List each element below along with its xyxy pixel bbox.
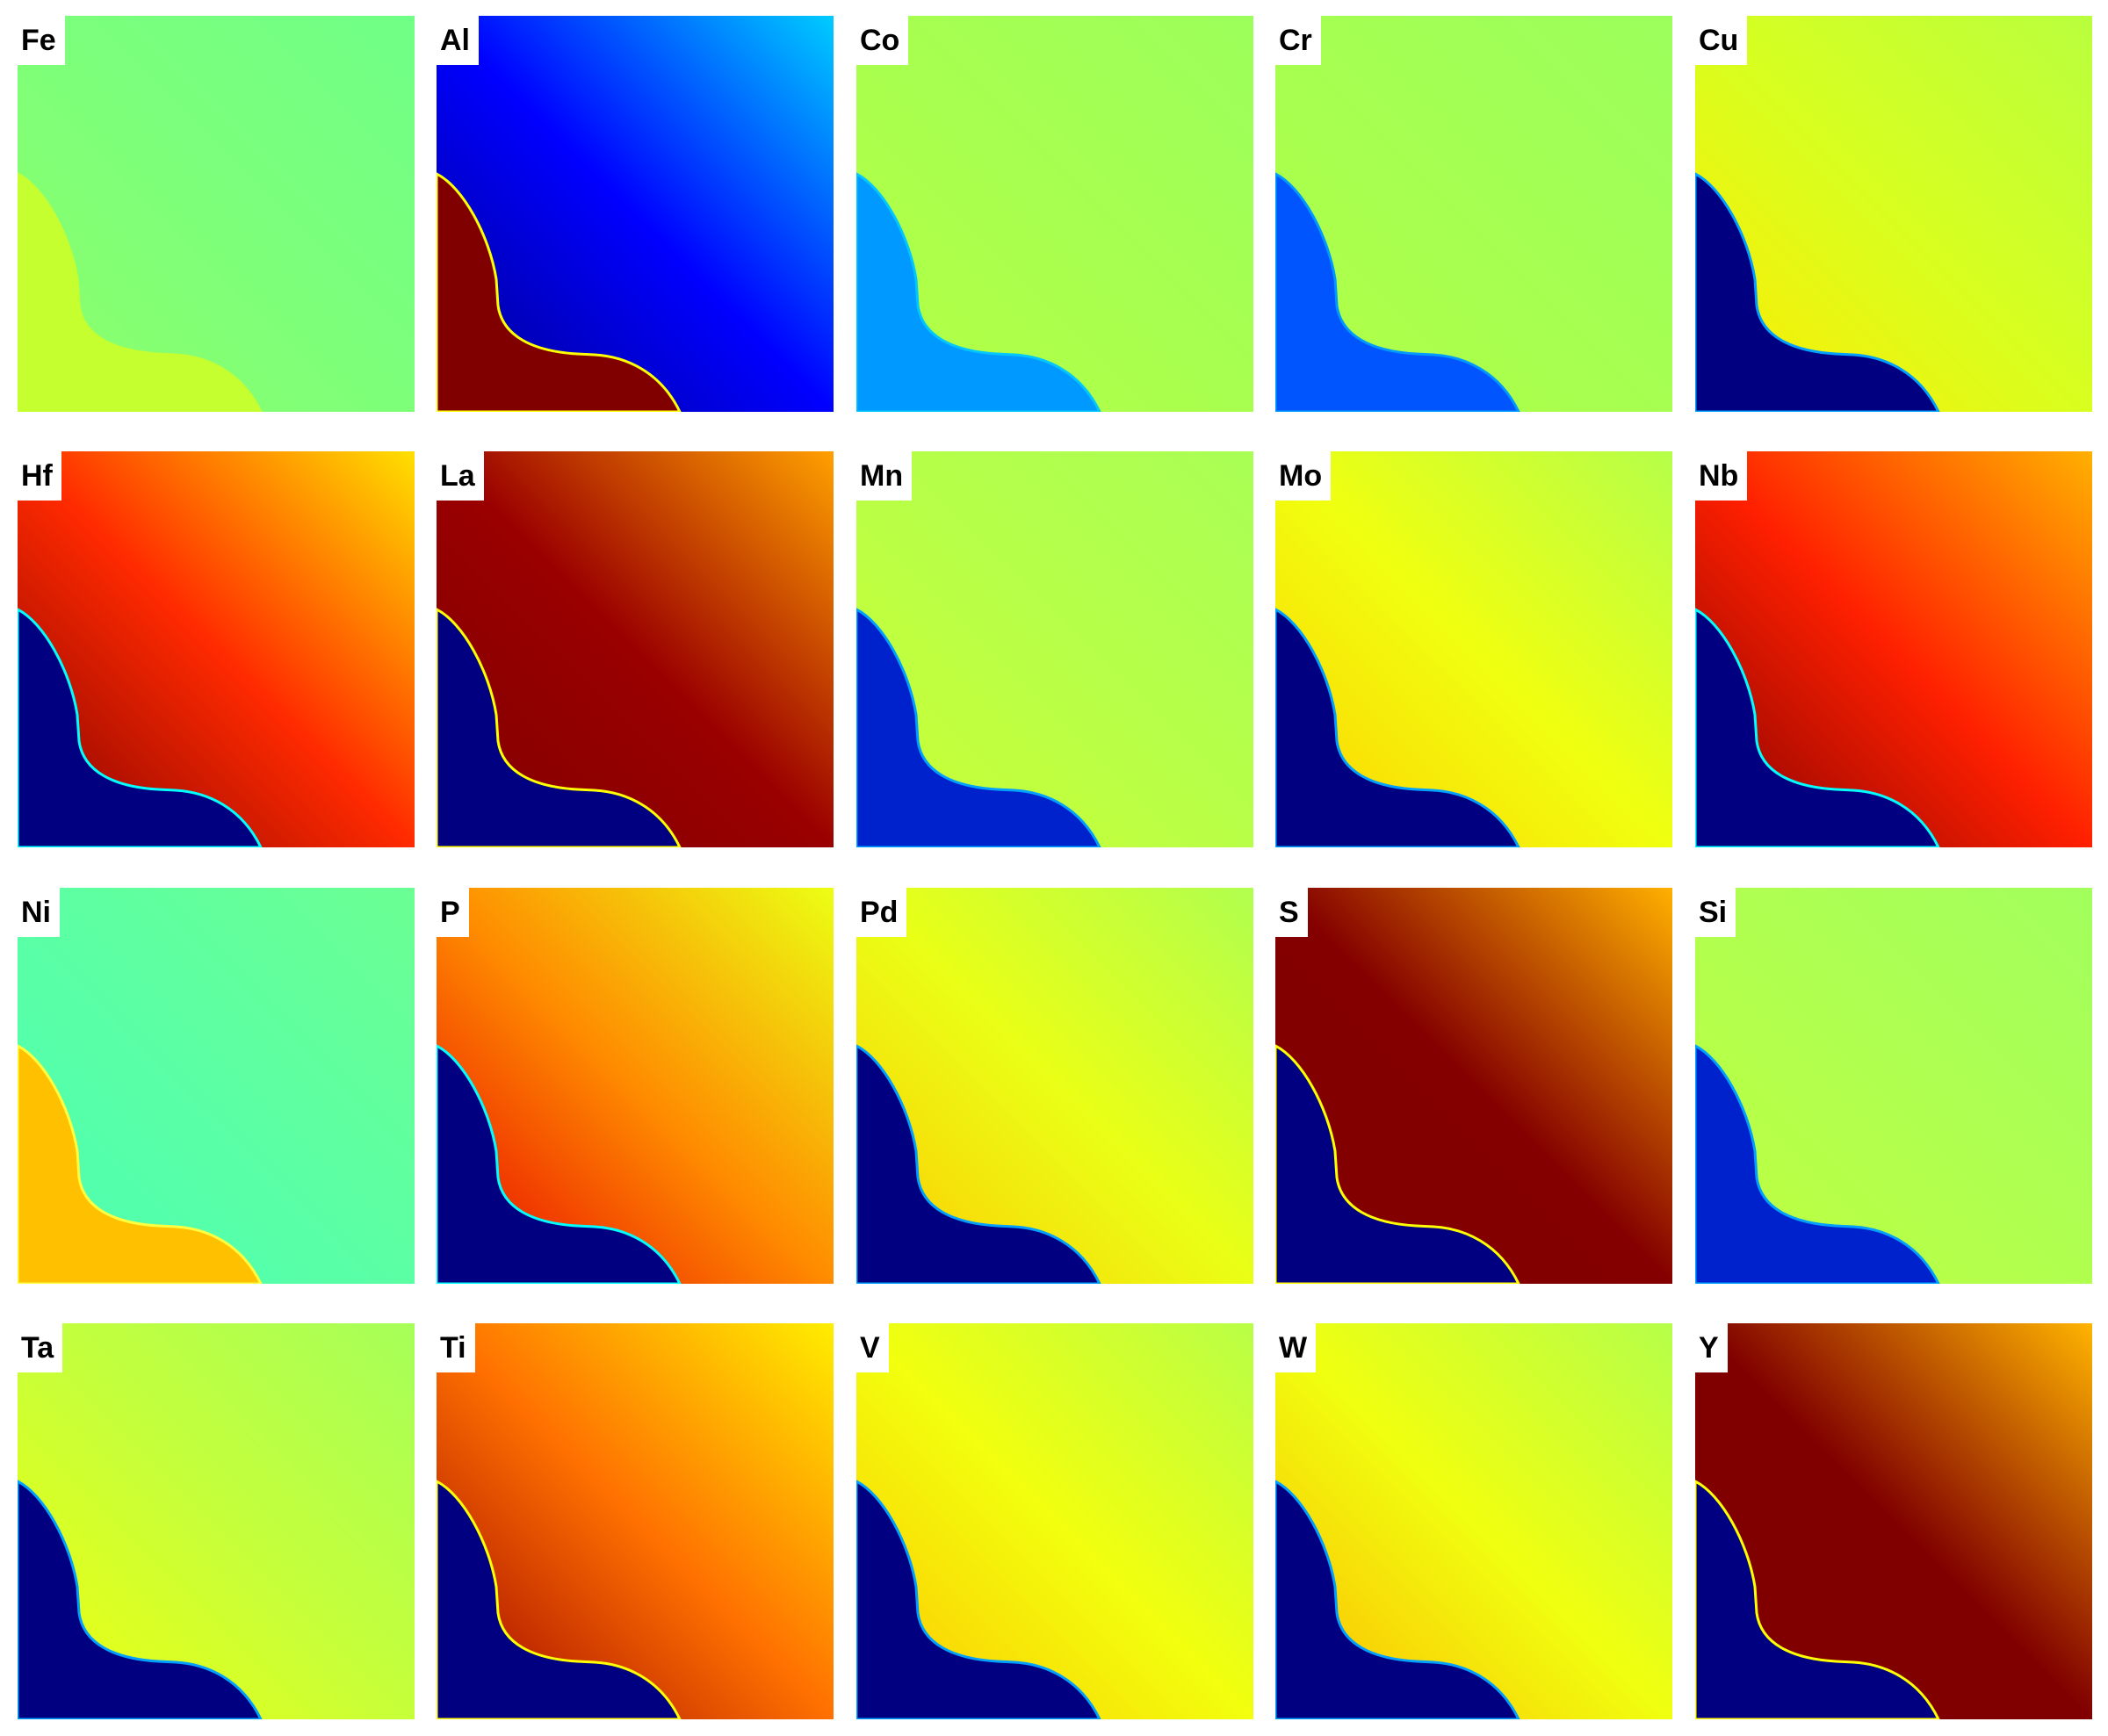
map-panel-ni: Ni	[18, 888, 415, 1284]
element-label: Cu	[1695, 16, 1748, 65]
element-label: Mo	[1275, 451, 1332, 501]
precipitate-region	[856, 608, 1101, 847]
map-panel-fe: Fe	[18, 16, 415, 412]
element-label: P	[437, 888, 469, 937]
element-label: Ti	[437, 1323, 475, 1372]
map-panel-v: V	[856, 1323, 1253, 1719]
element-label: Fe	[18, 16, 65, 65]
concentration-map	[856, 16, 1253, 412]
concentration-map	[856, 888, 1253, 1284]
concentration-map	[1695, 451, 2092, 847]
concentration-map	[1695, 16, 2092, 412]
map-panel-ti: Ti	[437, 1323, 834, 1719]
precipitate-region	[1275, 1480, 1520, 1719]
element-label: Ta	[18, 1323, 63, 1372]
element-label: La	[437, 451, 484, 501]
map-panel-hf: Hf	[18, 451, 415, 847]
map-panel-cu: Cu	[1695, 16, 2092, 412]
precipitate-region	[437, 172, 682, 412]
map-panel-cr: Cr	[1275, 16, 1672, 412]
precipitate-region	[1695, 1480, 1940, 1719]
map-panel-s: S	[1275, 888, 1672, 1284]
precipitate-region	[856, 1480, 1101, 1719]
element-label: Ni	[18, 888, 60, 937]
concentration-map	[1275, 888, 1672, 1284]
concentration-map	[1695, 888, 2092, 1284]
map-panel-y: Y	[1695, 1323, 2092, 1719]
precipitate-region	[437, 608, 682, 847]
element-label: W	[1275, 1323, 1317, 1372]
concentration-map	[437, 888, 834, 1284]
element-label: Mn	[856, 451, 913, 501]
precipitate-region	[856, 1044, 1101, 1284]
map-panel-nb: Nb	[1695, 451, 2092, 847]
precipitate-region	[18, 1480, 263, 1719]
concentration-map	[437, 16, 834, 412]
element-label: Pd	[856, 888, 907, 937]
concentration-map	[1275, 451, 1672, 847]
map-panel-p: P	[437, 888, 834, 1284]
concentration-map	[856, 1323, 1253, 1719]
concentration-map	[18, 451, 415, 847]
precipitate-region	[1695, 1044, 1940, 1284]
element-label: Nb	[1695, 451, 1748, 501]
precipitate-region	[18, 1044, 263, 1284]
precipitate-region	[437, 1044, 682, 1284]
map-panel-mo: Mo	[1275, 451, 1672, 847]
concentration-map	[1695, 1323, 2092, 1719]
element-label: Cr	[1275, 16, 1321, 65]
map-panel-al: Al	[437, 16, 834, 412]
element-label: Al	[437, 16, 479, 65]
concentration-map	[18, 888, 415, 1284]
precipitate-region	[1275, 608, 1520, 847]
element-label: Hf	[18, 451, 61, 501]
element-label: V	[856, 1323, 889, 1372]
map-panel-w: W	[1275, 1323, 1672, 1719]
element-label: Si	[1695, 888, 1736, 937]
concentration-map	[18, 16, 415, 412]
precipitate-region	[856, 172, 1101, 412]
precipitate-region	[18, 608, 263, 847]
precipitate-region	[1695, 608, 1940, 847]
precipitate-region	[1275, 1044, 1520, 1284]
precipitate-region	[1695, 172, 1940, 412]
concentration-map	[437, 1323, 834, 1719]
map-panel-ta: Ta	[18, 1323, 415, 1719]
map-panel-pd: Pd	[856, 888, 1253, 1284]
map-panel-co: Co	[856, 16, 1253, 412]
precipitate-region	[18, 172, 263, 412]
concentration-map	[18, 1323, 415, 1719]
concentration-map	[437, 451, 834, 847]
map-panel-la: La	[437, 451, 834, 847]
concentration-map	[856, 451, 1253, 847]
element-label: Co	[856, 16, 909, 65]
concentration-map	[1275, 1323, 1672, 1719]
precipitate-region	[437, 1480, 682, 1719]
element-label: S	[1275, 888, 1308, 937]
concentration-map	[1275, 16, 1672, 412]
map-panel-mn: Mn	[856, 451, 1253, 847]
precipitate-region	[1275, 172, 1520, 412]
element-label: Y	[1695, 1323, 1728, 1372]
map-panel-si: Si	[1695, 888, 2092, 1284]
